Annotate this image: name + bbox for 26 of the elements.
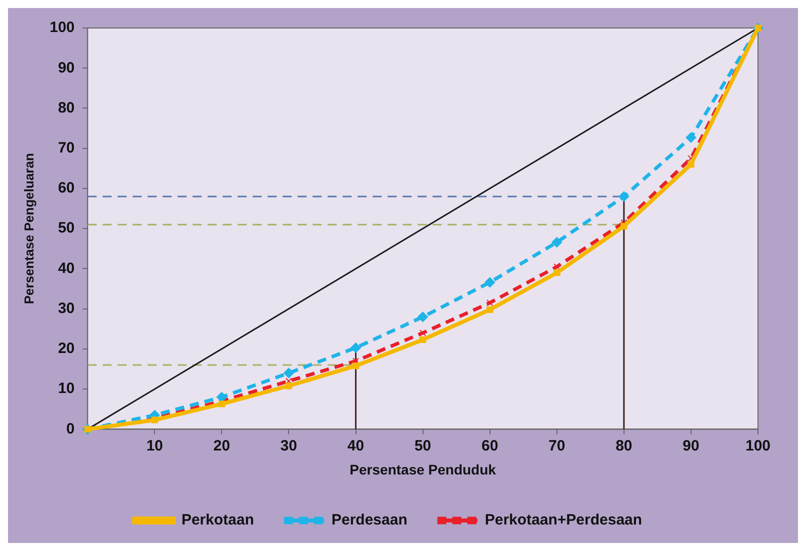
y-tick-label: 0 [66, 420, 75, 438]
legend-label: Perdesaan [331, 512, 408, 529]
y-tick-label: 70 [58, 140, 75, 156]
legend-label: Perkotaan+Perdesaan [484, 512, 642, 529]
x-tick-label: 80 [616, 437, 632, 454]
x-axis-title: Persentase Penduduk [350, 461, 496, 478]
y-tick-label: 50 [58, 220, 75, 237]
y-tick-label: 60 [58, 180, 75, 197]
y-tick-label: 10 [58, 380, 75, 398]
x-tick-label: 90 [682, 437, 700, 454]
x-tick-label: 30 [280, 437, 298, 454]
x-tick-label: 100 [745, 437, 771, 454]
x-tick-label: 10 [146, 437, 164, 454]
x-tick-label: 60 [482, 437, 498, 454]
y-tick-label: 30 [58, 300, 75, 317]
x-tick-label: 40 [347, 437, 364, 454]
y-tick-label: 80 [58, 99, 75, 116]
legend-label: Perkotaan [181, 512, 254, 529]
x-tick-label: 20 [213, 437, 230, 454]
y-tick-label: 20 [58, 340, 75, 358]
x-tick-label: 50 [414, 437, 432, 454]
x-tick-label: 70 [548, 437, 566, 454]
y-tick-label: 100 [50, 19, 75, 36]
y-tick-label: 40 [58, 260, 75, 277]
y-tick-label: 90 [58, 59, 75, 76]
y-axis-title: Persentase Pengeluaran [21, 153, 36, 304]
